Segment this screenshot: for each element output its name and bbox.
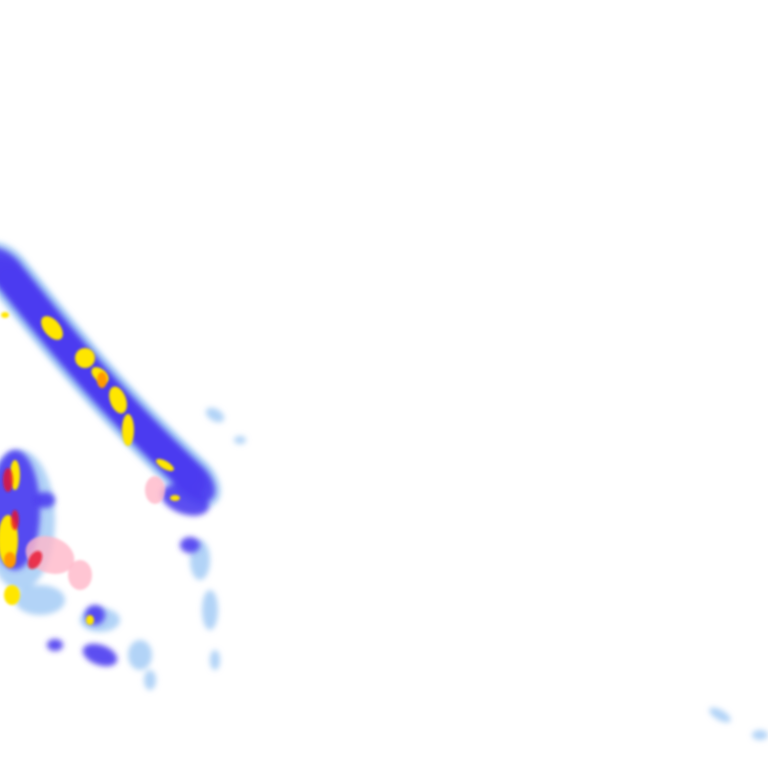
light-echo — [15, 585, 65, 615]
light-echo — [752, 730, 768, 740]
heavy-echo — [156, 458, 174, 472]
light-echo — [202, 590, 218, 630]
intense-echo — [4, 552, 16, 568]
heavy-echo — [4, 585, 20, 605]
intense-precipitation — [3, 372, 107, 570]
intense-echo — [97, 372, 107, 388]
light-echo — [709, 707, 731, 723]
light-echo — [144, 670, 156, 690]
moderate-echo — [161, 484, 209, 516]
light-echo — [210, 650, 220, 670]
light-echo — [128, 640, 152, 670]
light-echo — [205, 407, 225, 423]
moderate-echo — [180, 537, 200, 553]
light-echo — [234, 436, 246, 444]
extreme-echo — [11, 510, 19, 530]
mixed-echo — [145, 476, 165, 504]
mixed-precipitation — [25, 476, 165, 590]
extreme-echo — [3, 468, 13, 492]
heavy-echo — [170, 495, 180, 501]
heavy-echo — [75, 348, 95, 368]
heavy-echo — [1, 312, 9, 318]
heavy-echo — [109, 386, 127, 414]
heavy-echo — [41, 316, 63, 340]
mixed-echo — [68, 560, 92, 590]
heavy-echo — [86, 615, 94, 625]
moderate-echo — [47, 639, 63, 651]
extreme-echo — [27, 550, 43, 570]
moderate-echo — [82, 643, 118, 667]
moderate-echo — [35, 492, 55, 508]
moderate-echo — [169, 456, 216, 502]
heavy-echo — [122, 414, 134, 446]
